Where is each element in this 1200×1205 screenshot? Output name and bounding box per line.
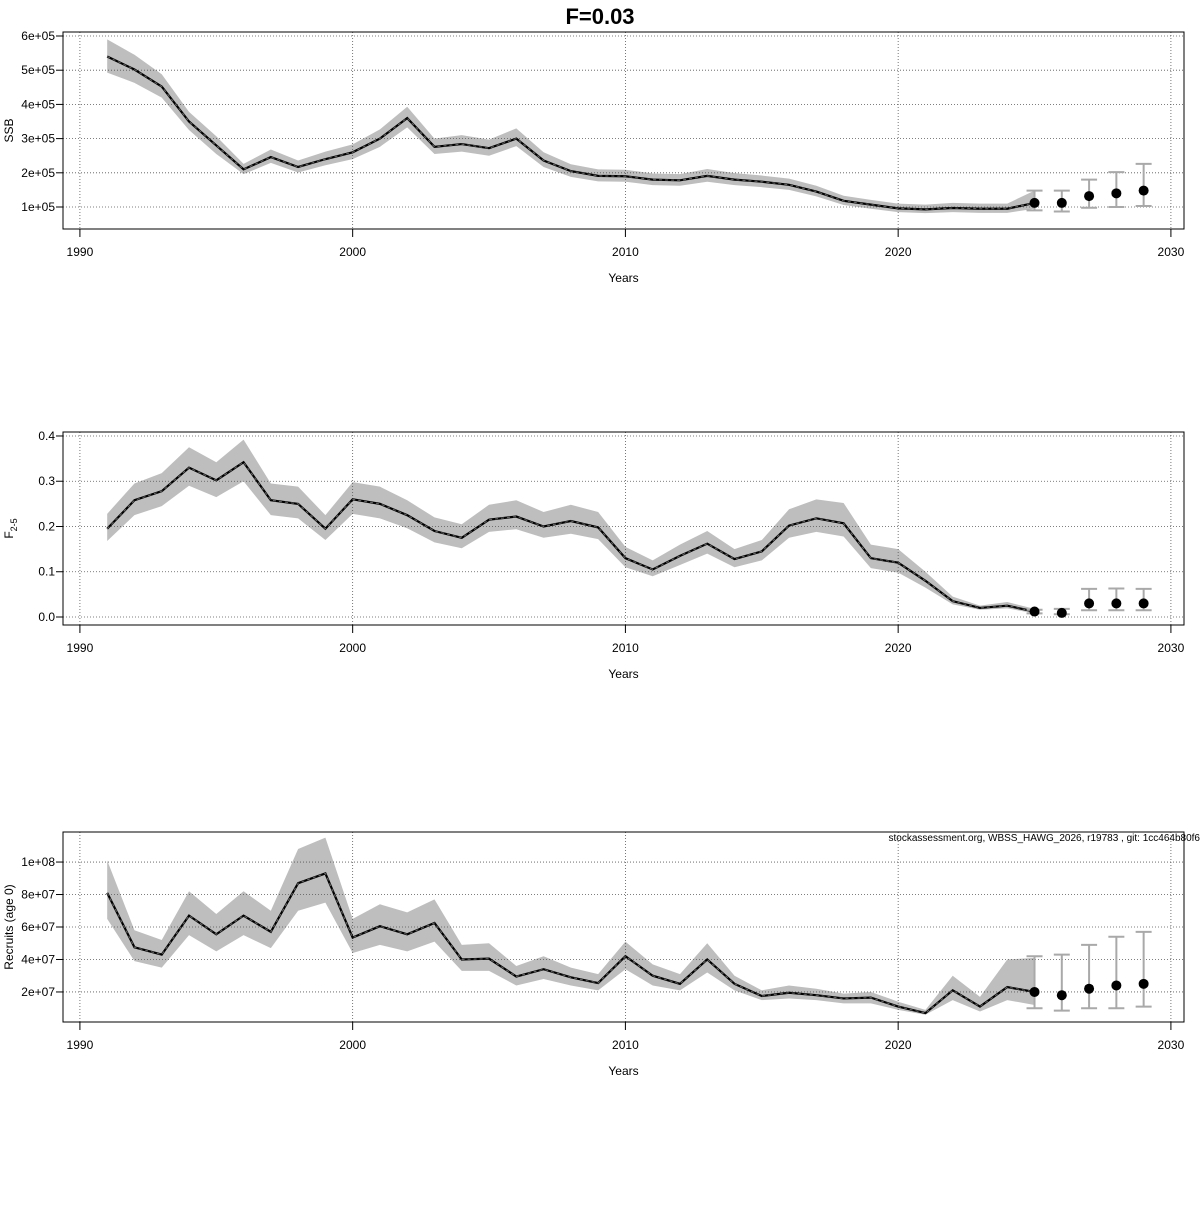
x-tick-label: 2010 xyxy=(612,1038,639,1052)
footnote: stockassessment.org, WBSS_HAWG_2026, r19… xyxy=(889,833,1200,844)
y-tick-label: 0.0 xyxy=(38,610,55,624)
x-tick-label: 2010 xyxy=(612,641,639,655)
forecast-point xyxy=(1138,978,1149,989)
forecast-point xyxy=(1084,983,1095,994)
forecast-point xyxy=(1056,607,1067,618)
forecast-point xyxy=(1056,990,1067,1001)
y-axis-label-main: F xyxy=(2,531,16,538)
panel-1: 1990 2000 2010 2020 2030 1e+05 2e+05 3e+05 4e+05… xyxy=(2,29,1185,285)
x-tick-label: 2030 xyxy=(1158,245,1185,259)
x-tick-label: 2000 xyxy=(339,641,366,655)
forecast-point xyxy=(1138,598,1149,609)
confidence-band xyxy=(107,837,1035,1015)
estimate-line xyxy=(106,460,1035,613)
x-tick-label: 1990 xyxy=(67,641,94,655)
x-axis-label: Years xyxy=(608,1064,638,1078)
confidence-band xyxy=(107,39,1035,214)
forecast-point xyxy=(1111,598,1122,609)
y-tick-label: 6e+07 xyxy=(21,920,55,934)
estimate-line-dash xyxy=(106,56,1035,210)
panel-3: 1990 2000 2010 2020 2030 2e+07 4e+07 6e+07 8e+07… xyxy=(2,831,1185,1078)
forecast-point xyxy=(1111,980,1122,991)
forecast-point xyxy=(1111,188,1122,199)
y-tick-label: 2e+07 xyxy=(21,985,55,999)
forecast-point xyxy=(1029,606,1040,617)
y-tick-label: 0.4 xyxy=(38,429,55,443)
x-tick-label: 2000 xyxy=(339,1038,366,1052)
y-tick-label: 0.2 xyxy=(38,519,55,533)
y-axis-label-subscript: 2-5 xyxy=(9,518,19,531)
panel-2: 1990 2000 2010 2020 2030 0.0 0.1 0.2 0.3 0.4 Years… xyxy=(2,429,1185,681)
plot-box xyxy=(62,31,1185,230)
x-tick-label: 2020 xyxy=(885,641,912,655)
x-tick-label: 2020 xyxy=(885,1038,912,1052)
y-tick-label: 8e+07 xyxy=(21,888,55,902)
x-tick-label: 1990 xyxy=(67,245,94,259)
y-tick-label: 1e+05 xyxy=(21,200,55,214)
y-tick-label: 4e+07 xyxy=(21,952,55,966)
x-tick-label: 1990 xyxy=(67,1038,94,1052)
estimate-line xyxy=(106,55,1035,211)
forecast-point xyxy=(1138,185,1149,196)
y-tick-label: 2e+05 xyxy=(21,166,55,180)
x-tick-label: 2030 xyxy=(1158,641,1185,655)
y-axis-label: F2-5 xyxy=(2,518,19,538)
plot-box xyxy=(62,431,1185,626)
y-axis-label-main: SSB xyxy=(2,118,16,142)
estimate-line-dash xyxy=(106,872,1035,1014)
x-tick-label: 2010 xyxy=(612,245,639,259)
y-tick-label: 0.3 xyxy=(38,474,55,488)
y-tick-label: 1e+08 xyxy=(21,855,55,869)
x-tick-label: 2000 xyxy=(339,245,366,259)
forecast-point xyxy=(1056,197,1067,208)
y-tick-label: 6e+05 xyxy=(21,29,55,43)
forecast-point xyxy=(1084,598,1095,609)
y-axis-label-main: Recruits (age 0) xyxy=(2,884,16,969)
y-tick-label: 4e+05 xyxy=(21,97,55,111)
x-axis-label: Years xyxy=(608,667,638,681)
y-tick-label: 0.1 xyxy=(38,565,55,579)
x-tick-label: 2020 xyxy=(885,245,912,259)
forecast-point xyxy=(1084,191,1095,202)
forecast-point xyxy=(1029,197,1040,208)
x-tick-label: 2030 xyxy=(1158,1038,1185,1052)
forecast-point xyxy=(1029,986,1040,997)
y-tick-label: 3e+05 xyxy=(21,132,55,146)
y-tick-label: 5e+05 xyxy=(21,63,55,77)
x-axis-label: Years xyxy=(608,271,638,285)
chart-title: F=0.03 xyxy=(565,4,634,29)
estimate-line-dash xyxy=(106,461,1035,613)
y-axis-label: Recruits (age 0) xyxy=(2,884,16,969)
y-axis-label: SSB xyxy=(2,118,16,142)
